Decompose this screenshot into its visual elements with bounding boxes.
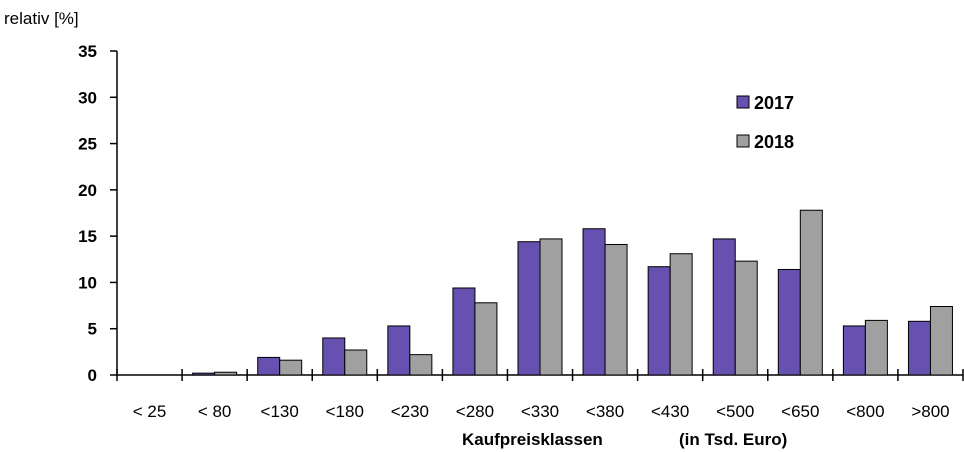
bar-2017-4 [387, 325, 411, 376]
y-tick-label: 15 [78, 227, 97, 246]
y-tick-label: 20 [78, 181, 97, 200]
bar-2017-7 [582, 228, 606, 376]
bar-2018-5 [474, 302, 498, 376]
bar-2017-9 [712, 238, 736, 376]
bar-2017-1 [192, 372, 216, 376]
x-tick-label: <430 [651, 402, 689, 421]
y-tick-label: 5 [88, 320, 97, 339]
legend-label-2018: 2018 [754, 132, 794, 152]
bar-2017-10 [777, 268, 801, 376]
x-tick-label: <280 [456, 402, 494, 421]
x-tick-label: <650 [781, 402, 819, 421]
y-tick-label: 0 [88, 366, 97, 385]
bar-2018-7 [604, 243, 628, 376]
x-tick-label: < 25 [133, 402, 167, 421]
bar-2018-9 [734, 260, 758, 376]
y-tick-label: 35 [78, 42, 97, 61]
x-tick-label: <800 [846, 402, 884, 421]
x-tick-label: <380 [586, 402, 624, 421]
bars [192, 209, 953, 376]
bar-2017-12 [907, 320, 931, 376]
bar-2017-11 [842, 325, 866, 376]
y-tick-label: 25 [78, 135, 97, 154]
bar-2017-5 [452, 287, 476, 376]
bar-2018-11 [864, 319, 888, 376]
x-tick-label: <330 [521, 402, 559, 421]
bar-2018-10 [799, 209, 823, 376]
y-tick-label: 30 [78, 88, 97, 107]
x-tick-label: <230 [391, 402, 429, 421]
bar-2018-3 [344, 349, 368, 376]
bar-2017-8 [647, 266, 671, 376]
x-tick-label: < 80 [198, 402, 232, 421]
legend: 2017 2018 [736, 93, 794, 152]
bar-2017-3 [322, 337, 346, 376]
y-axis-label: relativ [%] [4, 9, 79, 28]
y-tick-label: 10 [78, 273, 97, 292]
bar-2018-8 [669, 253, 693, 376]
bar-2018-1 [214, 371, 238, 376]
x-tick-label: >800 [911, 402, 949, 421]
x-tick-label: <180 [326, 402, 364, 421]
bar-2018-2 [279, 359, 303, 376]
y-axis: 0 5 10 15 20 25 30 35 [78, 42, 118, 385]
legend-swatch-2018 [736, 134, 750, 148]
legend-swatch-2017 [736, 95, 750, 109]
bar-2018-12 [929, 305, 953, 376]
bar-2018-6 [539, 238, 563, 376]
bar-2017-2 [257, 356, 281, 376]
x-axis-unit-label: (in Tsd. Euro) [679, 430, 787, 449]
x-tick-label: <500 [716, 402, 754, 421]
bar-2017-6 [517, 241, 541, 376]
legend-label-2017: 2017 [754, 93, 794, 113]
x-axis-label: Kaufpreisklassen [462, 430, 603, 449]
bar-2018-4 [409, 354, 433, 376]
x-tick-label: <130 [261, 402, 299, 421]
x-axis: < 25 < 80 <130 <180 <230 <280 <330 <380 <430 <500… [116, 369, 964, 421]
